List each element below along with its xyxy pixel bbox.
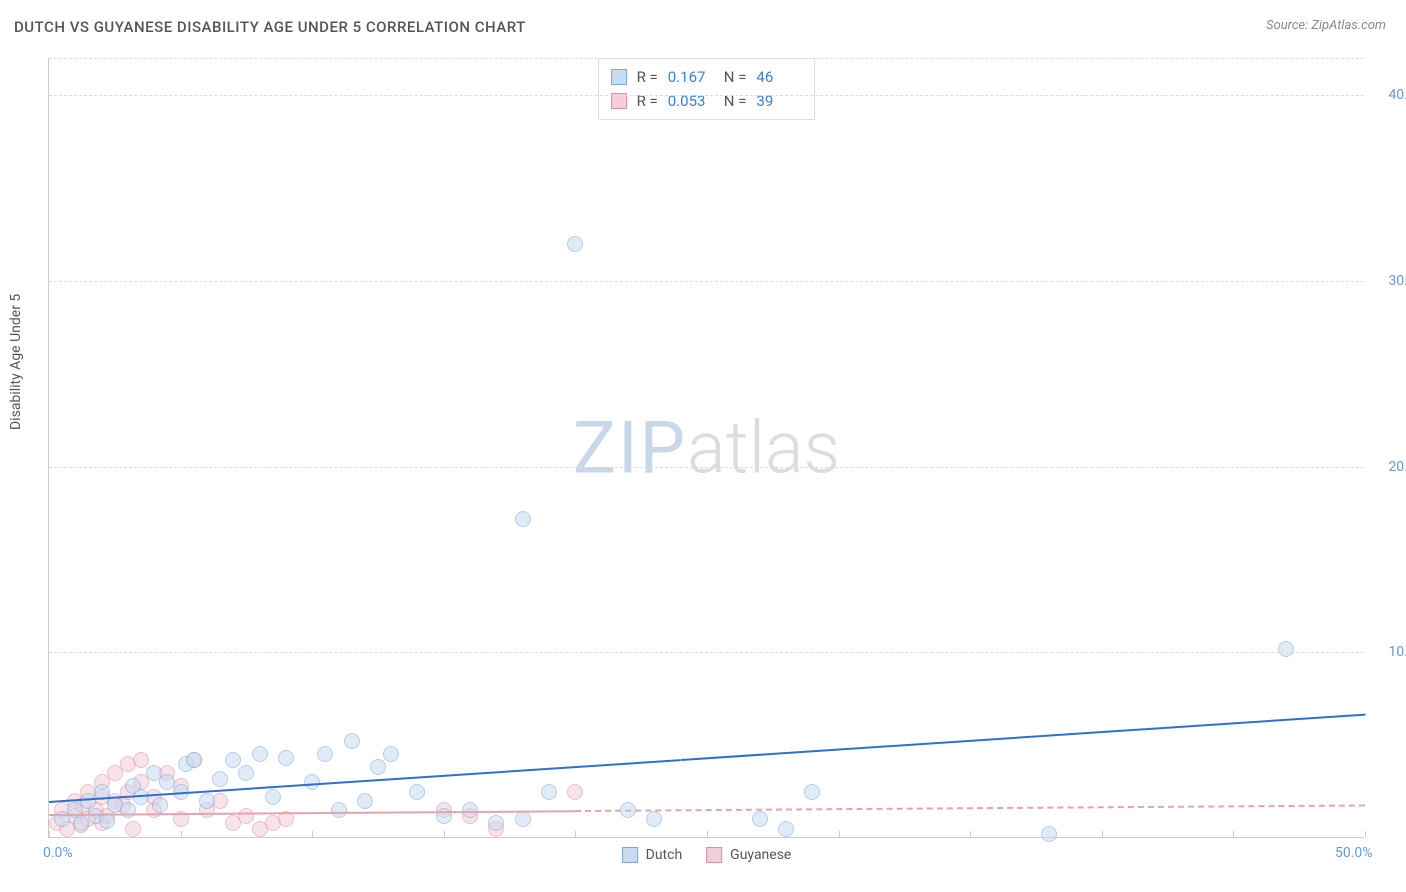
scatter-point-dutch	[804, 784, 820, 800]
y-tick-label: 10.0%	[1388, 644, 1406, 660]
scatter-point-dutch	[73, 815, 89, 831]
watermark: ZIPatlas	[573, 405, 840, 490]
stat-r-guyanese: 0.053	[668, 89, 714, 113]
scatter-point-dutch	[152, 797, 168, 813]
y-tick-label: 30.0%	[1388, 273, 1406, 289]
gridline	[49, 652, 1364, 653]
watermark-atlas: atlas	[687, 405, 840, 490]
scatter-point-dutch	[331, 802, 347, 818]
scatter-point-dutch	[515, 811, 531, 827]
x-tick-label: 50.0%	[1335, 845, 1373, 861]
x-tick	[444, 831, 445, 837]
gridline	[49, 58, 1364, 59]
scatter-point-dutch	[370, 759, 386, 775]
scatter-point-dutch	[409, 784, 425, 800]
scatter-point-dutch	[488, 815, 504, 831]
swatch-dutch	[611, 69, 627, 85]
plot-area: ZIPatlas R = 0.167 N = 46 R = 0.053 N = …	[48, 58, 1364, 838]
scatter-point-dutch	[1041, 826, 1057, 842]
scatter-point-dutch	[317, 746, 333, 762]
bottom-legend: Dutch Guyanese	[622, 847, 792, 863]
scatter-point-dutch	[567, 236, 583, 252]
y-axis-label: Disability Age Under 5	[8, 294, 24, 430]
legend-swatch-guyanese	[706, 847, 722, 863]
x-tick	[575, 831, 576, 837]
stat-n-guyanese: 39	[756, 89, 802, 113]
x-tick	[49, 831, 50, 837]
scatter-point-guyanese	[125, 821, 141, 837]
x-tick	[1233, 831, 1234, 837]
scatter-point-dutch	[199, 793, 215, 809]
scatter-point-dutch	[436, 808, 452, 824]
trend-line	[575, 805, 1365, 813]
scatter-point-dutch	[515, 511, 531, 527]
watermark-zip: ZIP	[573, 405, 687, 490]
x-tick	[839, 831, 840, 837]
scatter-point-guyanese	[567, 784, 583, 800]
x-tick	[1102, 831, 1103, 837]
source-attribution: Source: ZipAtlas.com	[1266, 18, 1386, 33]
scatter-point-dutch	[186, 752, 202, 768]
legend-item-dutch: Dutch	[622, 847, 683, 863]
scatter-point-dutch	[225, 752, 241, 768]
scatter-point-dutch	[120, 802, 136, 818]
trend-line	[681, 714, 1365, 761]
stat-n-dutch: 46	[756, 65, 802, 89]
x-tick	[707, 831, 708, 837]
stats-legend-box: R = 0.167 N = 46 R = 0.053 N = 39	[598, 58, 816, 120]
scatter-point-dutch	[1278, 641, 1294, 657]
legend-label-dutch: Dutch	[646, 847, 683, 863]
scatter-point-dutch	[238, 765, 254, 781]
gridline	[49, 95, 1364, 96]
scatter-point-dutch	[212, 771, 228, 787]
scatter-point-guyanese	[238, 808, 254, 824]
scatter-point-dutch	[278, 750, 294, 766]
gridline	[49, 281, 1364, 282]
stat-n-label: N =	[724, 65, 747, 89]
stat-r-dutch: 0.167	[668, 65, 714, 89]
x-tick	[1365, 831, 1366, 837]
stats-row-dutch: R = 0.167 N = 46	[611, 65, 803, 89]
scatter-point-dutch	[383, 746, 399, 762]
gridline	[49, 467, 1364, 468]
stats-row-guyanese: R = 0.053 N = 39	[611, 89, 803, 113]
legend-item-guyanese: Guyanese	[706, 847, 791, 863]
x-tick-label: 0.0%	[43, 845, 73, 861]
chart-container: DUTCH VS GUYANESE DISABILITY AGE UNDER 5…	[0, 0, 1406, 892]
legend-label-guyanese: Guyanese	[730, 847, 791, 863]
x-tick	[970, 831, 971, 837]
stat-r-label-2: R =	[637, 89, 658, 113]
stat-r-label: R =	[637, 65, 658, 89]
scatter-point-dutch	[252, 746, 268, 762]
scatter-point-dutch	[778, 821, 794, 837]
scatter-point-dutch	[344, 733, 360, 749]
scatter-point-dutch	[99, 813, 115, 829]
y-tick-label: 20.0%	[1388, 459, 1406, 475]
scatter-point-dutch	[646, 811, 662, 827]
y-tick-label: 40.0%	[1388, 87, 1406, 103]
scatter-point-dutch	[357, 793, 373, 809]
chart-title: DUTCH VS GUYANESE DISABILITY AGE UNDER 5…	[14, 18, 526, 36]
scatter-point-dutch	[265, 789, 281, 805]
x-tick	[312, 831, 313, 837]
scatter-point-dutch	[752, 811, 768, 827]
stat-n-label-2: N =	[724, 89, 747, 113]
x-tick	[181, 831, 182, 837]
legend-swatch-dutch	[622, 847, 638, 863]
scatter-point-dutch	[541, 784, 557, 800]
scatter-point-guyanese	[133, 752, 149, 768]
